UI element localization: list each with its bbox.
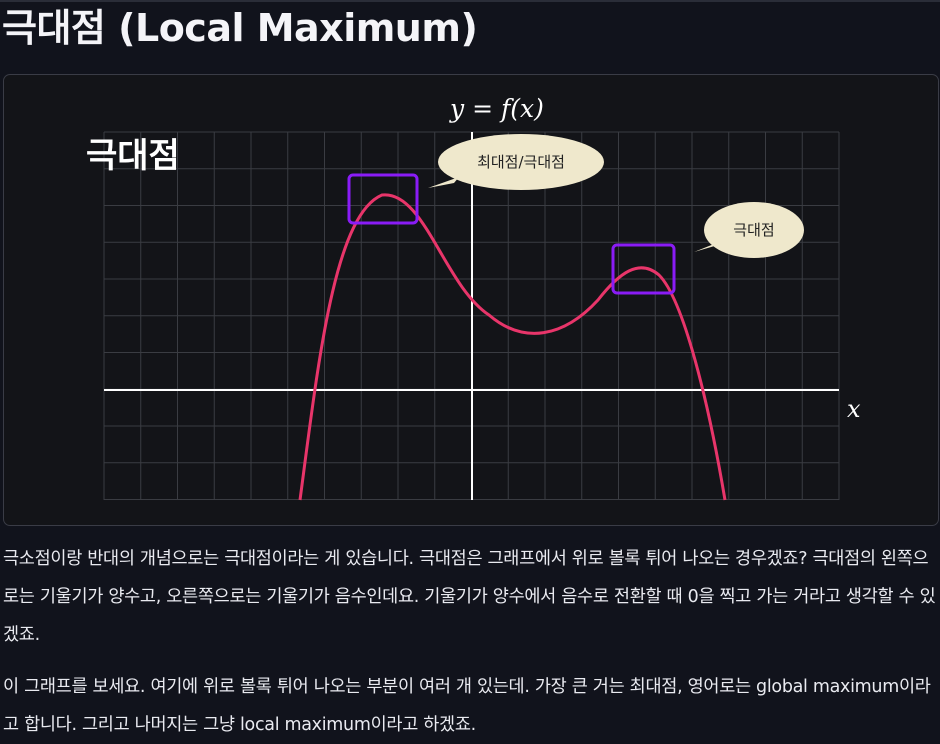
- callout-local-max-text: 극대점: [733, 221, 774, 239]
- callout-global-max-text: 최대점/극대점: [477, 153, 565, 171]
- panel-label: 극대점: [86, 136, 180, 176]
- global-max-highlight: [347, 173, 419, 225]
- graph-svg: y = f(x) x 극대점 최대점/극대점 극대점: [86, 94, 861, 501]
- function-curve: [298, 193, 727, 501]
- paragraph-1: 극소점이랑 반대의 개념으로는 극대점이라는 게 있습니다. 극대점은 그래프에…: [3, 549, 936, 645]
- x-axis-label: x: [847, 395, 861, 423]
- local-max-highlight: [611, 243, 676, 295]
- top-divider: [0, 0, 940, 2]
- function-label: y = f(x): [449, 94, 544, 123]
- graph-figure: y = f(x) x 극대점 최대점/극대점 극대점: [3, 74, 939, 526]
- callout-local-max: 극대점: [694, 202, 804, 258]
- paragraph-2: 이 그래프를 보세요. 여기에 위로 볼록 튀어 나오는 부분이 여러 개 있는…: [3, 677, 931, 735]
- page-title: 극대점 (Local Maximum): [2, 6, 478, 50]
- callout-global-max: 최대점/극대점: [428, 134, 604, 190]
